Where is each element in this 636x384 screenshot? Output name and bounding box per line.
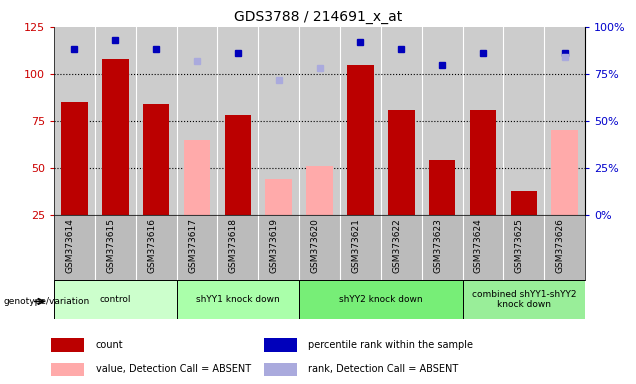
- Text: GSM373618: GSM373618: [229, 218, 238, 273]
- Bar: [347, 65, 374, 215]
- Text: GSM373622: GSM373622: [392, 218, 401, 273]
- Bar: [307, 166, 333, 215]
- Text: shYY2 knock down: shYY2 knock down: [339, 295, 423, 304]
- Bar: [225, 115, 251, 215]
- Text: GSM373620: GSM373620: [310, 218, 320, 273]
- Bar: [511, 190, 537, 215]
- Bar: [299, 280, 462, 319]
- Bar: [61, 102, 88, 215]
- Text: rank, Detection Call = ABSENT: rank, Detection Call = ABSENT: [308, 364, 459, 374]
- Bar: [263, 339, 297, 352]
- Text: GSM373616: GSM373616: [147, 218, 156, 273]
- Text: GSM373626: GSM373626: [556, 218, 565, 273]
- Text: GSM373614: GSM373614: [66, 218, 74, 273]
- Text: percentile rank within the sample: percentile rank within the sample: [308, 340, 473, 350]
- Bar: [265, 179, 292, 215]
- Text: count: count: [95, 340, 123, 350]
- Text: GSM373625: GSM373625: [515, 218, 524, 273]
- Bar: [51, 339, 85, 352]
- Text: GSM373619: GSM373619: [270, 218, 279, 273]
- Text: GSM373617: GSM373617: [188, 218, 197, 273]
- Text: shYY1 knock down: shYY1 knock down: [196, 295, 280, 304]
- Text: GSM373615: GSM373615: [106, 218, 115, 273]
- Text: control: control: [100, 295, 131, 304]
- Bar: [470, 110, 496, 215]
- Text: GSM373624: GSM373624: [474, 218, 483, 273]
- Bar: [184, 140, 211, 215]
- Bar: [388, 110, 415, 215]
- Bar: [177, 280, 299, 319]
- Bar: [263, 362, 297, 376]
- Bar: [51, 362, 85, 376]
- Text: value, Detection Call = ABSENT: value, Detection Call = ABSENT: [95, 364, 251, 374]
- Text: genotype/variation: genotype/variation: [3, 297, 90, 306]
- Bar: [551, 131, 578, 215]
- Bar: [102, 59, 128, 215]
- Bar: [143, 104, 169, 215]
- Text: GDS3788 / 214691_x_at: GDS3788 / 214691_x_at: [234, 10, 402, 23]
- Text: GSM373621: GSM373621: [352, 218, 361, 273]
- Bar: [462, 280, 585, 319]
- Bar: [429, 161, 455, 215]
- Bar: [54, 280, 177, 319]
- Text: combined shYY1-shYY2
knock down: combined shYY1-shYY2 knock down: [471, 290, 576, 309]
- Text: GSM373623: GSM373623: [433, 218, 442, 273]
